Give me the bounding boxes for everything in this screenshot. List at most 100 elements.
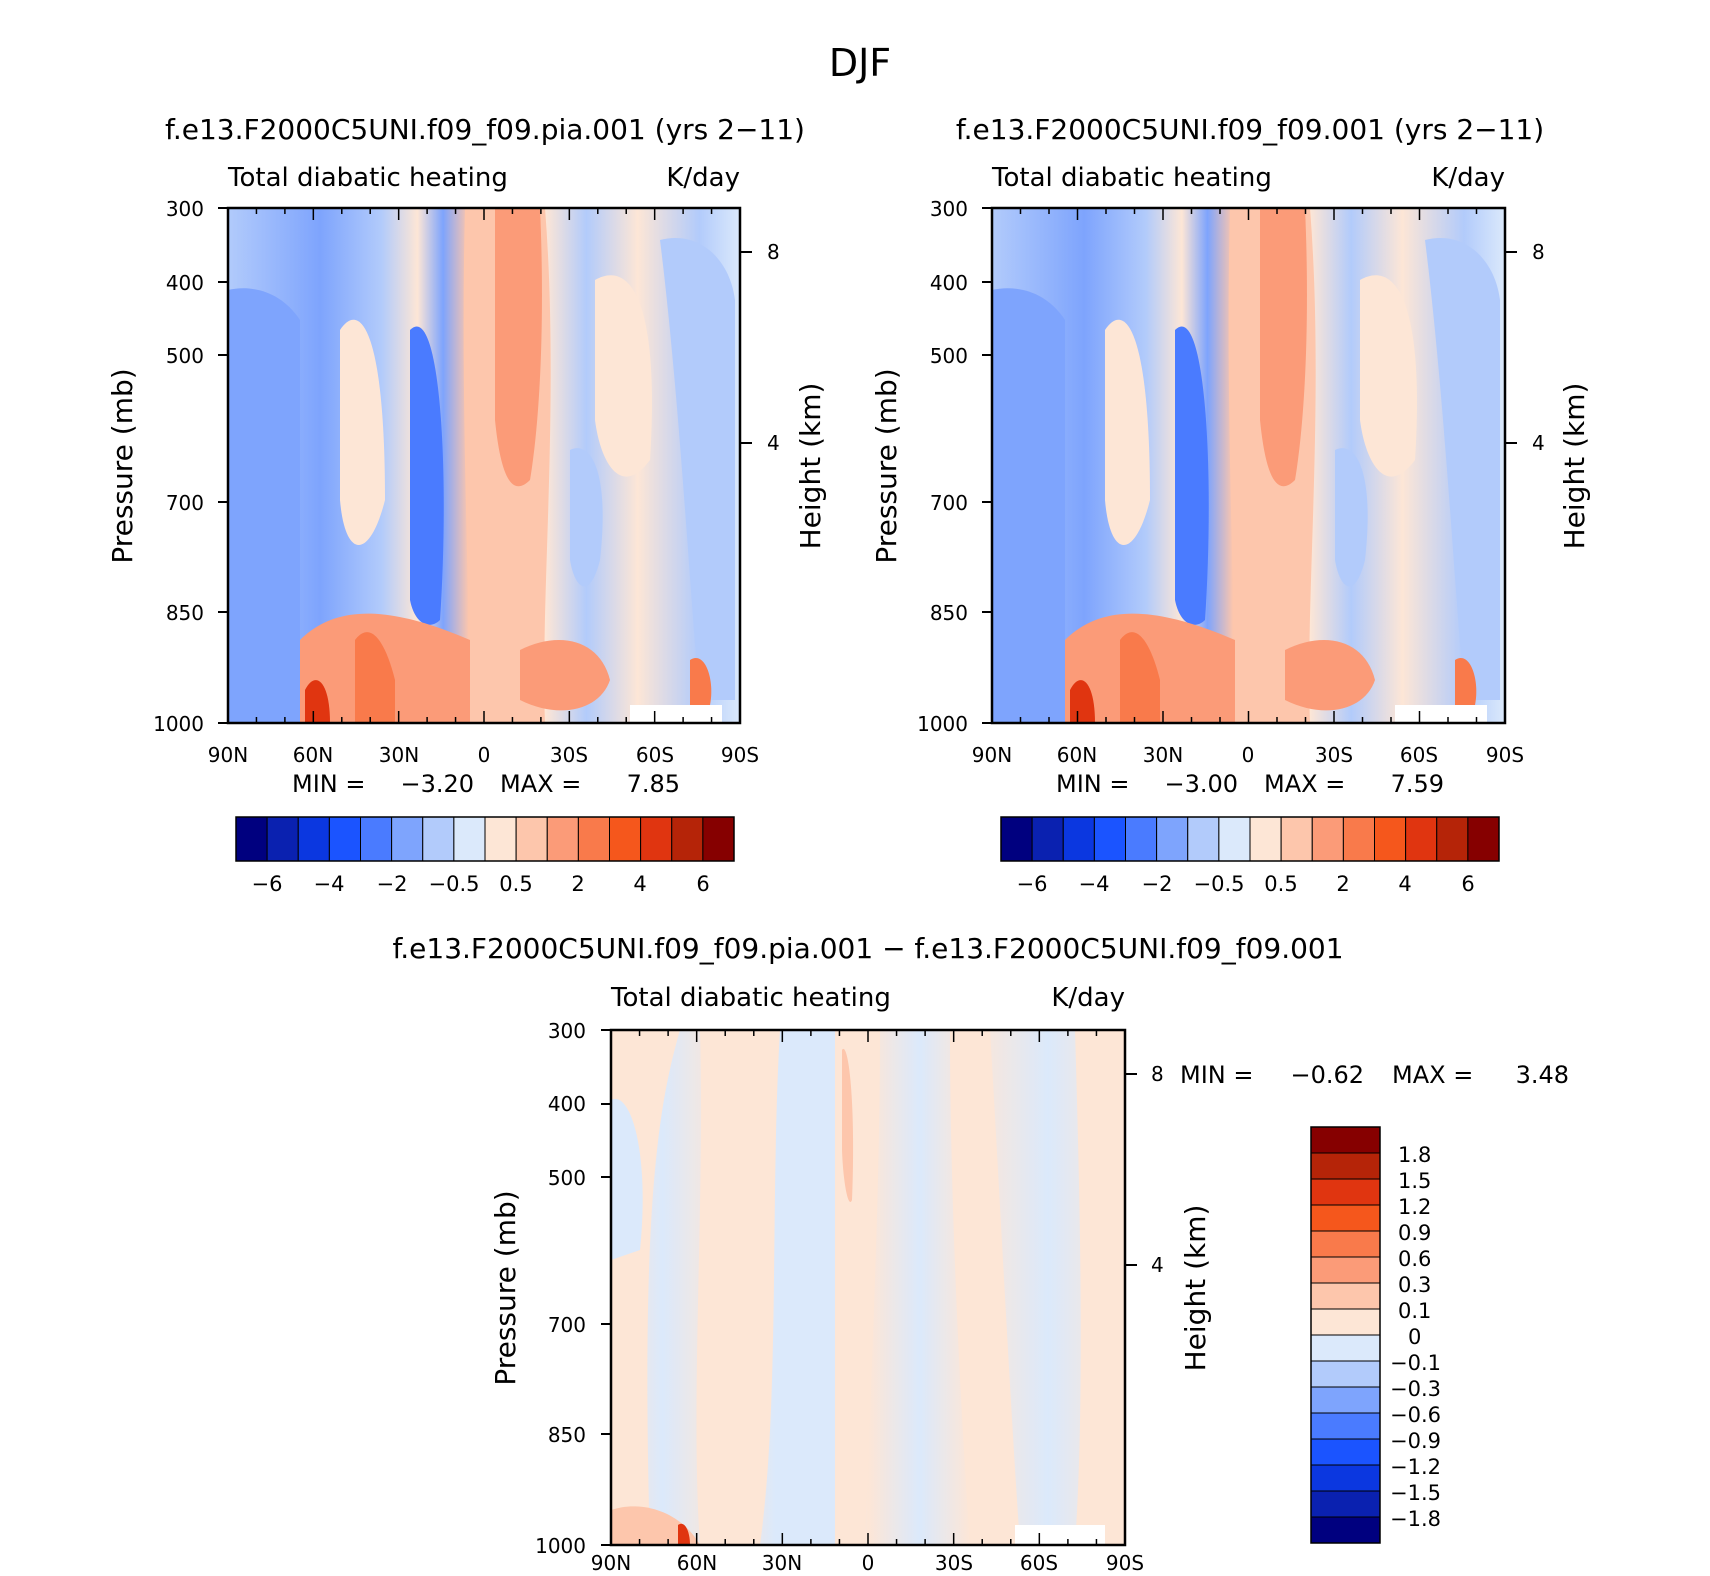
panel-2-colorbar-swatches xyxy=(1000,816,1500,862)
panel-3-x-tick-label: 30S xyxy=(935,1551,973,1575)
panel-2-y2-tick-label: 4 xyxy=(1532,431,1545,455)
colorbar-swatch xyxy=(1310,1412,1381,1440)
panel-3-x-tick-label: 60N xyxy=(677,1551,717,1575)
panel-2-field xyxy=(992,208,1505,723)
panel-1-x-ticks: 90N 60N 30N 0 30S 60S 90S xyxy=(208,743,759,767)
panel-3-left-string: Total diabatic heating xyxy=(610,983,891,1013)
panel-2-x-tick-label: 60N xyxy=(1057,743,1097,767)
panel-3-colorbar-label: −0.9 xyxy=(1390,1429,1441,1453)
colorbar-swatch xyxy=(1218,816,1251,862)
panel-1-x-tick-label: 90S xyxy=(721,743,759,767)
colorbar-swatch xyxy=(1280,816,1313,862)
panel-3-colorbar-label: 1.5 xyxy=(1398,1169,1431,1193)
panel-1-colorbar-label: 0.5 xyxy=(499,872,532,896)
panel-2-x-ticks: 90N 60N 30N 0 30S 60S 90S xyxy=(972,743,1524,767)
panel-1-y-tick-label: 700 xyxy=(166,491,204,515)
panel-1-colorbar-label: −2 xyxy=(377,872,408,896)
colorbar-swatch xyxy=(1310,1386,1381,1414)
panel-1-colorbar-label: 6 xyxy=(696,872,709,896)
colorbar-swatch xyxy=(1125,816,1158,862)
panel-3-x-ticks: 90N 60N 30N 0 30S 60S 90S xyxy=(591,1551,1144,1575)
colorbar-swatch xyxy=(1156,816,1189,862)
panel-1-y2-tick-label: 4 xyxy=(767,431,780,455)
panel-3-y-ticks: 300 400 500 700 850 1000 xyxy=(535,1019,586,1558)
panel-1-max-value: 7.85 xyxy=(627,770,680,798)
panel-2-x-tick-label: 90S xyxy=(1486,743,1524,767)
panel-3-field xyxy=(611,1030,1125,1545)
panel-2-y2-ticks: 8 4 xyxy=(1505,240,1545,455)
colorbar-swatch xyxy=(609,816,642,862)
panel-3-colorbar-swatches xyxy=(1310,1126,1381,1544)
panel-3-colorbar-label: −0.3 xyxy=(1390,1377,1441,1401)
panel-3-x-tick-label: 60S xyxy=(1020,1551,1058,1575)
panel-1-colorbar-swatches xyxy=(235,816,735,862)
panel-2-x-tick-label: 30S xyxy=(1315,743,1353,767)
colorbar-swatch xyxy=(453,816,486,862)
panel-3-colorbar-label: −1.8 xyxy=(1390,1507,1441,1531)
panel-3-colorbar-label: 1.8 xyxy=(1398,1143,1431,1167)
panel-3-x-tick-label: 90N xyxy=(591,1551,631,1575)
panel-2-max-label: MAX = xyxy=(1264,770,1345,798)
panel-1-colorbar-label: 4 xyxy=(633,872,646,896)
panel-2-min-label: MIN = xyxy=(1056,770,1129,798)
colorbar-swatch xyxy=(1187,816,1220,862)
colorbar-swatch xyxy=(577,816,610,862)
panel-3-y2label: Height (km) xyxy=(1179,1205,1212,1372)
panel-3-colorbar-label: 0.6 xyxy=(1398,1247,1431,1271)
colorbar-swatch xyxy=(1310,1152,1381,1180)
panel-2: f.e13.F2000C5UNI.f09_f09.001 (yrs 2−11) … xyxy=(870,113,1591,896)
panel-3: f.e13.F2000C5UNI.f09_f09.pia.001 − f.e13… xyxy=(392,932,1569,1575)
panel-3-ylabel: Pressure (mb) xyxy=(489,1190,522,1385)
panel-1-x-tick-label: 30S xyxy=(550,743,588,767)
panel-1-field xyxy=(228,208,740,723)
panel-3-stats: MIN = −0.62 MAX = 3.48 xyxy=(1180,1061,1569,1089)
panel-2-x-tick-label: 30N xyxy=(1143,743,1183,767)
panel-2-y-tick-label: 400 xyxy=(930,271,968,295)
panel-1-colorbar-label: 2 xyxy=(571,872,584,896)
panel-2-y-tick-label: 1000 xyxy=(917,712,968,736)
panel-3-colorbar-label: 0.1 xyxy=(1398,1299,1431,1323)
panel-2-colorbar-label: 2 xyxy=(1336,872,1349,896)
colorbar-swatch xyxy=(422,816,455,862)
colorbar-swatch xyxy=(1062,816,1095,862)
colorbar-swatch xyxy=(640,816,673,862)
panel-1-left-string: Total diabatic heating xyxy=(227,163,508,193)
colorbar-swatch xyxy=(391,816,424,862)
panel-1-y2-ticks: 8 4 xyxy=(740,240,780,455)
panel-3-y2-tick-label: 4 xyxy=(1151,1253,1164,1277)
colorbar-swatch xyxy=(235,816,268,862)
panel-3-y-tick-label: 1000 xyxy=(535,1534,586,1558)
panel-3-min-label: MIN = xyxy=(1180,1061,1253,1089)
panel-3-x-tick-label: 0 xyxy=(862,1551,875,1575)
colorbar-swatch xyxy=(1310,1490,1381,1518)
colorbar-swatch xyxy=(1310,1516,1381,1544)
panel-2-colorbar-label: 4 xyxy=(1398,872,1411,896)
colorbar-swatch xyxy=(1405,816,1438,862)
panel-2-ylabel: Pressure (mb) xyxy=(870,368,903,563)
panel-1-x-tick-label: 60N xyxy=(293,743,333,767)
panel-1: f.e13.F2000C5UNI.f09_f09.pia.001 (yrs 2−… xyxy=(106,113,827,896)
panel-1-colorbar-label: −0.5 xyxy=(429,872,480,896)
panel-3-title: f.e13.F2000C5UNI.f09_f09.pia.001 − f.e13… xyxy=(392,932,1343,965)
colorbar-swatch xyxy=(1310,1308,1381,1336)
panel-2-x-tick-label: 90N xyxy=(972,743,1012,767)
colorbar-swatch xyxy=(1310,1256,1381,1284)
panel-3-x-tick-label: 30N xyxy=(762,1551,802,1575)
panel-3-colorbar-label: −0.6 xyxy=(1390,1403,1441,1427)
panel-2-title: f.e13.F2000C5UNI.f09_f09.001 (yrs 2−11) xyxy=(956,113,1544,146)
panel-2-y-tick-label: 500 xyxy=(930,344,968,368)
colorbar-swatch xyxy=(1310,1204,1381,1232)
colorbar-swatch xyxy=(515,816,548,862)
panel-1-y-tick-label: 850 xyxy=(166,601,204,625)
colorbar-swatch xyxy=(360,816,393,862)
colorbar-swatch xyxy=(1310,1230,1381,1258)
panel-3-min-value: −0.62 xyxy=(1290,1061,1364,1089)
colorbar-swatch xyxy=(1467,816,1500,862)
panel-2-colorbar-label: −0.5 xyxy=(1194,872,1245,896)
colorbar-swatch xyxy=(1310,1126,1381,1154)
panel-3-colorbar-label: 0 xyxy=(1408,1325,1421,1349)
colorbar-swatch xyxy=(297,816,330,862)
panel-1-y-tick-label: 400 xyxy=(166,271,204,295)
panel-2-colorbar-label: −6 xyxy=(1017,872,1048,896)
